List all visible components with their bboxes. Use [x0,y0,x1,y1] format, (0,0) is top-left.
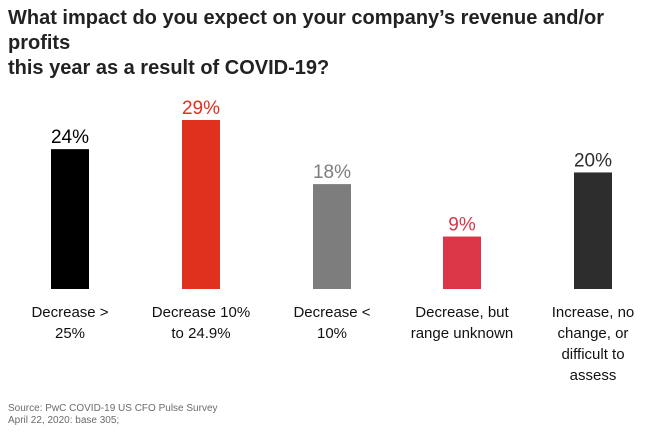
category-label-2-line-2: to 24.9% [171,325,230,342]
bar-3 [313,184,351,289]
category-label-5-line-2: change, or [558,325,629,342]
category-label-3-line-1: Decrease < [293,304,370,321]
chart-title: What impact do you expect on your compan… [8,6,653,81]
category-label-5-line-3: difficult to [561,346,624,363]
category-label-4-line-2: range unknown [411,325,514,342]
value-label-4: 9% [448,215,476,236]
value-label-3: 18% [313,162,351,183]
category-label-5-line-4: assess [570,367,617,384]
category-label-1-line-2: 25% [55,325,85,342]
category-label-4-line-1: Decrease, but [415,304,509,321]
bar-1 [51,149,89,289]
bar-2 [182,120,220,289]
chart-title-line-1: What impact do you expect on your compan… [8,7,605,54]
value-label-1: 24% [51,127,89,148]
source-line-1: Source: PwC COVID-19 US CFO Pulse Survey [8,403,218,414]
bar-4 [443,236,481,289]
category-label-1-line-1: Decrease > [31,304,108,321]
value-label-5: 20% [574,150,612,171]
bar-5 [574,172,612,289]
category-label-5-line-1: Increase, no [552,304,635,321]
value-label-2: 29% [182,98,220,119]
category-label-3-line-2: 10% [317,325,347,342]
source-line-2: April 22, 2020: base 305; [8,415,120,426]
chart-title-line-2: this year as a result of COVID-19? [8,57,330,79]
category-label-2-line-1: Decrease 10% [152,304,250,321]
source-note: Source: PwC COVID-19 US CFO Pulse Survey… [8,403,408,427]
